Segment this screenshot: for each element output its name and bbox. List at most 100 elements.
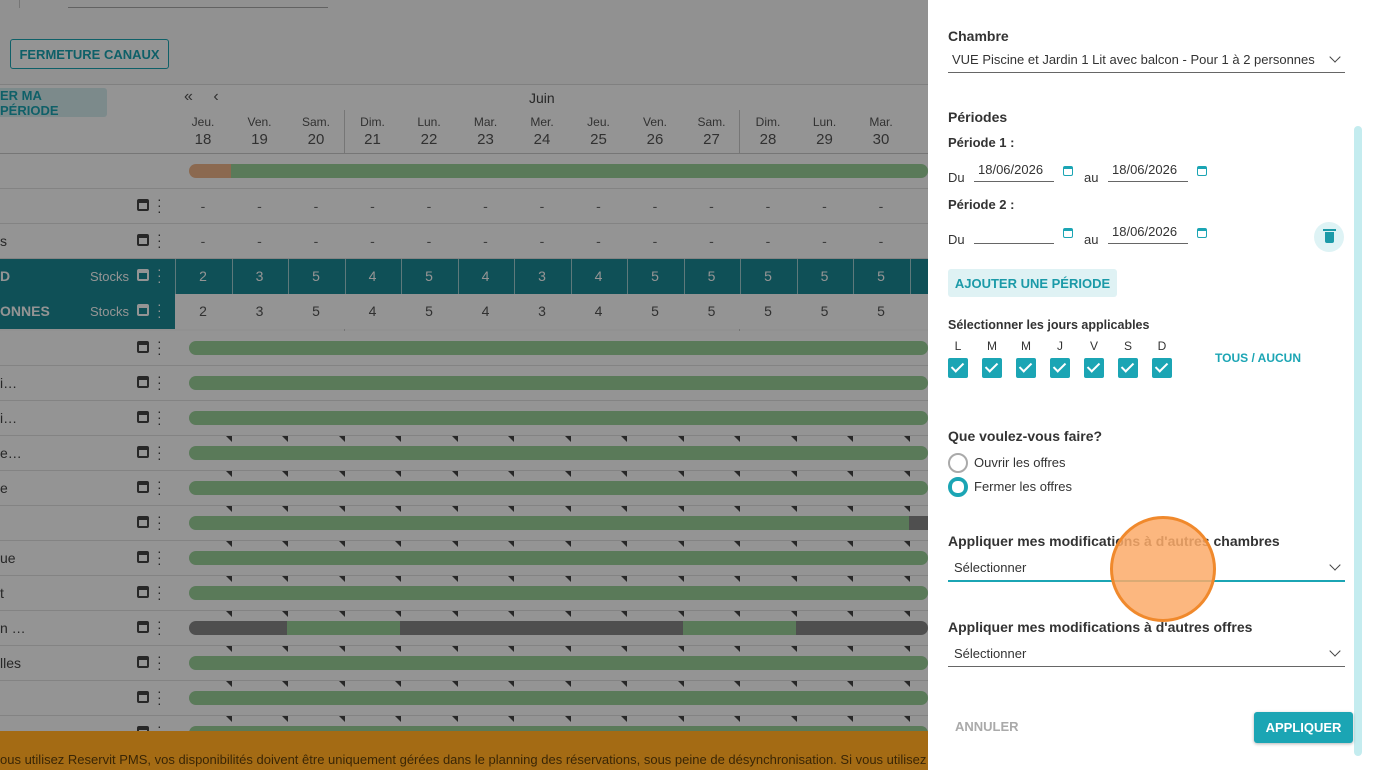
more-vert-icon[interactable]: ··· — [157, 508, 162, 536]
cell-value[interactable]: - — [765, 233, 771, 249]
calendar-icon[interactable] — [137, 234, 149, 246]
cell-value[interactable]: 3 — [538, 268, 546, 284]
cell-value[interactable]: 4 — [368, 303, 377, 319]
checkbox-checked[interactable] — [1118, 358, 1138, 378]
cell-value[interactable]: - — [200, 233, 206, 249]
cell-value[interactable]: 5 — [820, 268, 829, 284]
calendar-icon[interactable] — [137, 376, 149, 388]
cell-value[interactable]: 5 — [425, 303, 433, 319]
date-nav-arrows[interactable]: « ‹ — [184, 88, 227, 105]
calendar-icon[interactable] — [137, 199, 149, 211]
cell-value[interactable]: - — [652, 233, 658, 249]
calendar-icon[interactable] — [137, 411, 149, 423]
more-vert-icon[interactable]: ··· — [157, 261, 162, 289]
more-vert-icon[interactable]: ··· — [157, 438, 162, 466]
delete-period-button[interactable] — [1314, 222, 1344, 252]
more-vert-icon[interactable]: ··· — [157, 333, 162, 361]
more-vert-icon[interactable]: ··· — [157, 648, 162, 676]
checkbox-checked[interactable] — [1050, 358, 1070, 378]
panel-scrollbar[interactable] — [1354, 126, 1362, 756]
periode-button[interactable]: ER MA PÉRIODE — [0, 88, 107, 118]
cell-value[interactable]: 4 — [481, 303, 490, 319]
cell-value[interactable]: - — [709, 233, 714, 249]
cell-value[interactable]: 5 — [764, 303, 772, 319]
add-period-button[interactable]: AJOUTER UNE PÉRIODE — [948, 269, 1117, 297]
offer-bar[interactable] — [189, 376, 928, 390]
cell-value[interactable]: - — [313, 198, 319, 214]
more-vert-icon[interactable]: ··· — [157, 191, 162, 219]
more-vert-icon[interactable]: ··· — [157, 296, 162, 324]
cell-value[interactable]: 5 — [707, 268, 716, 284]
day-checkbox-2[interactable]: M — [1016, 339, 1036, 378]
cell-value[interactable]: - — [257, 198, 262, 214]
radio-close-offers[interactable] — [948, 477, 968, 497]
offer-bar[interactable] — [189, 481, 928, 495]
cell-value[interactable]: - — [483, 198, 488, 214]
cell-value[interactable]: 2 — [199, 268, 207, 284]
calendar-icon[interactable] — [137, 621, 149, 633]
offer-bar[interactable] — [189, 446, 928, 460]
cell-value[interactable]: - — [878, 233, 884, 249]
calendar-icon[interactable] — [137, 304, 149, 316]
cell-value[interactable]: - — [765, 198, 771, 214]
cell-value[interactable]: - — [878, 198, 884, 214]
cell-value[interactable]: - — [652, 198, 658, 214]
more-vert-icon[interactable]: ··· — [157, 578, 162, 606]
cell-value[interactable]: - — [483, 233, 488, 249]
calendar-icon[interactable] — [137, 516, 149, 528]
offer-bar[interactable] — [189, 586, 928, 600]
calendar-icon[interactable] — [137, 269, 149, 281]
offer-bar[interactable] — [189, 341, 928, 355]
cell-value[interactable]: 3 — [255, 268, 264, 284]
calendar-icon[interactable] — [137, 691, 149, 703]
cell-value[interactable]: 5 — [877, 268, 885, 284]
cell-value[interactable]: - — [539, 198, 545, 214]
cell-value[interactable]: 3 — [538, 303, 546, 319]
cell-value[interactable]: 3 — [255, 303, 264, 319]
calendar-icon[interactable] — [1063, 166, 1073, 176]
more-vert-icon[interactable]: ··· — [157, 403, 162, 431]
day-checkbox-1[interactable]: M — [982, 339, 1002, 378]
checkbox-checked[interactable] — [948, 358, 968, 378]
cell-value[interactable]: - — [596, 233, 601, 249]
day-checkbox-0[interactable]: L — [948, 339, 968, 378]
cell-value[interactable]: 4 — [594, 268, 603, 284]
offer-bar[interactable] — [189, 516, 928, 530]
offer-bar[interactable] — [189, 551, 928, 565]
calendar-icon[interactable] — [137, 446, 149, 458]
cell-value[interactable]: 4 — [368, 268, 377, 284]
cell-value[interactable]: - — [709, 198, 714, 214]
offer-bar[interactable] — [189, 411, 928, 425]
cell-value[interactable]: - — [200, 198, 206, 214]
apply-button[interactable]: APPLIQUER — [1254, 712, 1353, 743]
cell-value[interactable]: 4 — [594, 303, 603, 319]
fermeture-canaux-button[interactable]: FERMETURE CANAUX — [10, 39, 169, 69]
p2-to-input[interactable]: 18/06/2026 — [1108, 224, 1188, 244]
day-checkbox-6[interactable]: D — [1152, 339, 1172, 378]
offer-bar[interactable] — [189, 656, 928, 670]
calendar-icon[interactable] — [1197, 166, 1207, 176]
calendar-icon[interactable] — [137, 341, 149, 353]
cell-value[interactable]: - — [370, 198, 375, 214]
top-search-field[interactable] — [68, 0, 328, 8]
cell-value[interactable]: 5 — [651, 303, 659, 319]
more-vert-icon[interactable]: ··· — [157, 226, 162, 254]
cell-value[interactable]: 5 — [651, 268, 659, 284]
radio-open-offers[interactable] — [948, 453, 968, 473]
cell-value[interactable]: 5 — [764, 268, 772, 284]
cell-value[interactable]: 5 — [425, 268, 433, 284]
cell-value[interactable]: - — [822, 198, 827, 214]
p2-from-input[interactable] — [974, 224, 1054, 244]
more-vert-icon[interactable]: ··· — [157, 613, 162, 641]
day-checkbox-5[interactable]: S — [1118, 339, 1138, 378]
checkbox-checked[interactable] — [1084, 358, 1104, 378]
chambre-select[interactable]: VUE Piscine et Jardin 1 Lit avec balcon … — [948, 51, 1345, 73]
tous-aucun-button[interactable]: TOUS / AUCUN — [1215, 351, 1302, 365]
option-open-label[interactable]: Ouvrir les offres — [974, 455, 1066, 470]
p1-from-input[interactable]: 18/06/2026 — [974, 162, 1054, 182]
offer-bar[interactable] — [189, 691, 928, 705]
cell-value[interactable]: - — [426, 198, 432, 214]
cell-value[interactable]: 5 — [820, 303, 829, 319]
calendar-icon[interactable] — [137, 586, 149, 598]
calendar-icon[interactable] — [1063, 228, 1073, 238]
